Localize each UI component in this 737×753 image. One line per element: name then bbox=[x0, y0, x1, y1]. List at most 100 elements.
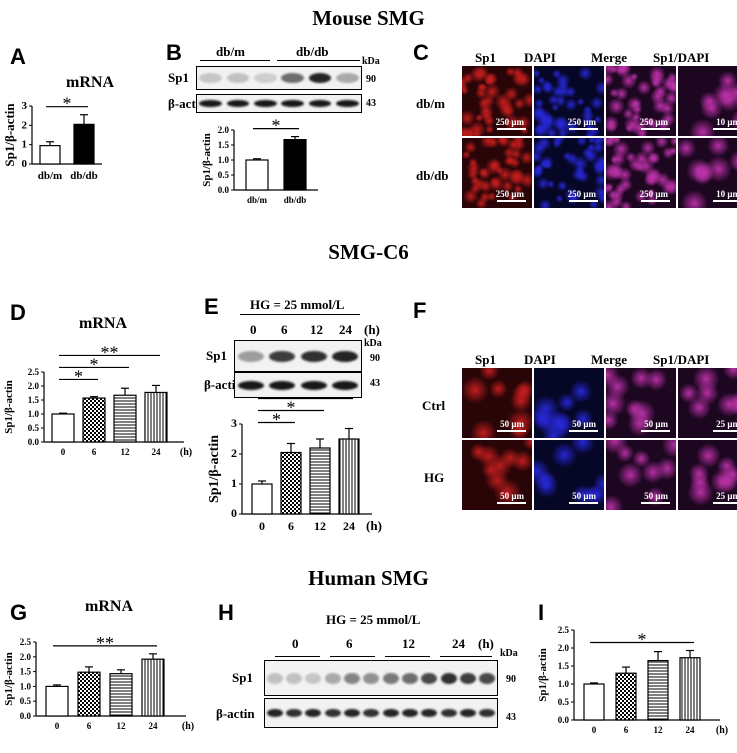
blot-band bbox=[363, 709, 380, 717]
blot-e-actin-label: β-actin bbox=[204, 377, 243, 392]
blot-band bbox=[440, 672, 457, 684]
scale-bar bbox=[568, 128, 598, 130]
blot-h-sp1-label: Sp1 bbox=[232, 670, 253, 685]
chart-b-y-tick-label: 2.0 bbox=[218, 125, 230, 135]
panel-f-row-hg: HG bbox=[424, 470, 445, 485]
chart-e-significance-label: * bbox=[272, 410, 281, 430]
blot-band bbox=[440, 709, 457, 717]
micrograph-merge: 25 μm bbox=[678, 440, 737, 510]
scale-bar bbox=[640, 502, 670, 504]
chart-b-y-tick-label: 0.5 bbox=[218, 170, 230, 180]
chart-a-bar bbox=[73, 123, 95, 165]
blot-h-bracket-0 bbox=[275, 656, 320, 657]
blot-band bbox=[226, 73, 250, 83]
scale-bar bbox=[496, 200, 526, 202]
panel-f-col-merge: Merge bbox=[591, 352, 628, 367]
chart-e-bar bbox=[338, 438, 360, 515]
blot-b-sp1-label: Sp1 bbox=[168, 70, 189, 85]
blot-band bbox=[254, 73, 277, 83]
scale-bar bbox=[712, 430, 737, 432]
blot-e-hg-bracket bbox=[240, 314, 360, 315]
scale-bar-label: 25 μm bbox=[716, 491, 737, 501]
chart-e-y-tick-label: 2 bbox=[231, 446, 237, 460]
blot-band bbox=[266, 672, 283, 684]
chart-i-bar bbox=[647, 659, 669, 721]
blot-h-bracket-6 bbox=[330, 656, 375, 657]
chart-e-significance-label: * bbox=[301, 398, 310, 406]
scale-bar bbox=[712, 200, 737, 202]
chart-g-significance-label: ** bbox=[96, 633, 114, 653]
chart-d-y-tick-label: 0.0 bbox=[28, 437, 40, 447]
chart-e-x-tick-label: 12 bbox=[314, 519, 326, 533]
blot-b-group-1: db/m bbox=[216, 44, 245, 59]
blot-e-hours-unit: (h) bbox=[364, 322, 380, 337]
scale-bar bbox=[568, 502, 598, 504]
chart-i-x-unit: (h) bbox=[716, 725, 728, 736]
blot-band bbox=[286, 709, 302, 717]
scale-bar-label: 50 μm bbox=[644, 491, 668, 501]
panel-letter-i: I bbox=[538, 600, 545, 625]
chart-a-x-tick-label: db/db bbox=[70, 170, 98, 182]
blot-band bbox=[402, 672, 418, 684]
chart-g-x-unit: (h) bbox=[182, 721, 194, 732]
blot-band bbox=[237, 380, 264, 390]
panel-letter-h: H bbox=[218, 600, 234, 625]
panel-d-title: mRNA bbox=[79, 315, 127, 332]
chart-g-y-tick-label: 2.5 bbox=[20, 637, 32, 647]
panel-letter-d: D bbox=[10, 300, 26, 325]
micrograph-merge: 50 μm bbox=[606, 440, 676, 510]
section-title-human: Human SMG bbox=[308, 566, 429, 590]
panel-c-col-zoom: Sp1/DAPI bbox=[653, 50, 710, 65]
chart-b-significance-label: * bbox=[272, 118, 281, 136]
panel-f-col-sp1: Sp1 bbox=[475, 352, 496, 367]
panel-g-title: mRNA bbox=[85, 598, 133, 615]
scale-bar bbox=[640, 200, 670, 202]
blot-band bbox=[382, 672, 399, 684]
chart-g-x-tick-label: 24 bbox=[149, 721, 159, 731]
chart-i-y-tick-label: 1.5 bbox=[558, 661, 570, 671]
chart-g-bar bbox=[45, 685, 69, 717]
panel-a-title: mRNA bbox=[66, 74, 114, 91]
chart-e-bar bbox=[251, 483, 273, 515]
blot-band bbox=[344, 709, 360, 717]
chart-e-y-tick-label: 0 bbox=[231, 506, 237, 520]
chart-d-bar bbox=[144, 391, 168, 443]
scale-bar-label: 50 μm bbox=[572, 419, 596, 429]
chart-g-bar bbox=[109, 673, 133, 717]
micrograph-sp1: 50 μm bbox=[462, 368, 532, 438]
blot-band bbox=[460, 672, 476, 684]
chart-b-x-tick-label: db/m bbox=[247, 195, 268, 205]
micrograph-dapi: 50 μm bbox=[534, 368, 604, 438]
blot-h-time-24: 24 bbox=[452, 636, 465, 651]
chart-i-bar bbox=[615, 672, 637, 721]
chart-d-y-label: Sp1/β-actin bbox=[3, 380, 15, 433]
blot-e-kda: kDa bbox=[364, 338, 382, 349]
scale-bar-label: 50 μm bbox=[500, 491, 524, 501]
chart-g-y-label: Sp1/β-actin bbox=[3, 652, 15, 705]
blot-h-bracket-24 bbox=[440, 656, 492, 657]
chart-e-y-tick-label: 3 bbox=[231, 416, 237, 430]
scale-bar-label: 250 μm bbox=[567, 117, 596, 127]
blot-band bbox=[308, 73, 332, 83]
chart-b-x-tick-label: db/db bbox=[284, 195, 307, 205]
blot-band bbox=[336, 100, 359, 107]
chart-g-y-tick-label: 0.5 bbox=[20, 696, 32, 706]
scale-bar-label: 50 μm bbox=[644, 419, 668, 429]
chart-d-significance-label: ** bbox=[101, 342, 119, 362]
blot-band bbox=[286, 672, 302, 684]
blot-band bbox=[363, 672, 380, 684]
blot-e-time-0: 0 bbox=[250, 322, 257, 337]
chart-d-x-tick-label: 6 bbox=[92, 447, 97, 457]
chart-e-bar bbox=[309, 447, 331, 515]
panel-c-col-sp1: Sp1 bbox=[475, 50, 496, 65]
panel-letter-f: F bbox=[413, 298, 427, 323]
scale-bar bbox=[496, 502, 526, 504]
scale-bar bbox=[640, 430, 670, 432]
blot-b-bracket-2 bbox=[277, 60, 360, 61]
chart-a-y-tick-label: 1 bbox=[22, 139, 28, 151]
chart-a-x-tick-label: db/m bbox=[38, 170, 62, 182]
chart-g-x-tick-label: 6 bbox=[87, 721, 92, 731]
scale-bar bbox=[712, 502, 737, 504]
blot-band bbox=[266, 709, 283, 717]
chart-i-significance-label: * bbox=[638, 630, 647, 650]
